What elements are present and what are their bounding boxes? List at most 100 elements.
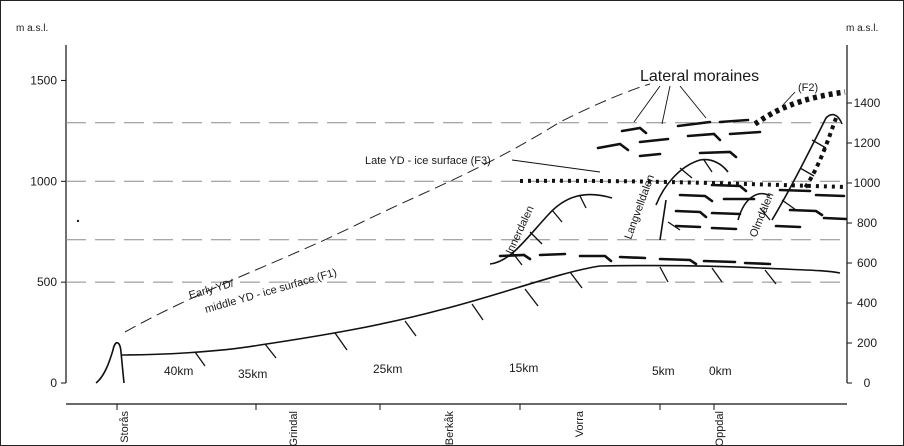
moraine-segment: [710, 183, 748, 193]
right-axis-ticks: 0 200 400 600 800 1000 1200 1400: [847, 96, 881, 390]
moraine-segment: [710, 211, 742, 216]
ground-hatch: [264, 343, 277, 359]
f2-ice-surface-line: [753, 89, 846, 127]
ground-hatch: [471, 303, 484, 321]
place-label-storas: Storås: [119, 411, 131, 443]
right-tick-label: 1200: [854, 136, 881, 150]
moraine-segment: [686, 132, 722, 142]
lateral-moraines-leader: [679, 85, 707, 119]
right-tick-label: 0: [864, 376, 871, 390]
valley-hatch: [667, 221, 681, 231]
lateral-moraine-segments: [498, 118, 848, 266]
right-tick-label: 1000: [854, 176, 881, 190]
right-tick-label: 800: [857, 216, 877, 230]
storas-hill: [95, 341, 125, 384]
valley-hatch: [799, 167, 815, 177]
place-label-berkak: Berkåk: [444, 411, 456, 446]
distance-label-0km: 0km: [709, 364, 732, 378]
place-label-grindal: Grindal: [288, 411, 300, 446]
moraine-segment: [638, 152, 662, 158]
moraine-segment: [698, 150, 738, 159]
moraine-segment: [814, 193, 846, 198]
moraine-segment: [822, 216, 848, 221]
ground-hatch: [659, 266, 669, 283]
ground-hatches: [194, 266, 777, 367]
place-label-oppdal: Oppdal: [714, 411, 726, 446]
valley-hatch: [579, 195, 587, 209]
late-yd-label: Late YD - ice surface (F3): [365, 155, 491, 167]
left-axis-ticks: 0 500 1000 1500: [30, 73, 66, 390]
moraine-segment: [718, 118, 750, 124]
right-tick-label: 1400: [854, 96, 881, 110]
ground-hatch: [404, 320, 417, 337]
moraine-segment: [578, 254, 613, 263]
f2-leader: [781, 91, 796, 107]
distance-label-35km: 35km: [238, 367, 267, 381]
early-yd-ice-surface-line: [124, 83, 651, 333]
moraine-segment: [498, 253, 532, 261]
lateral-moraines-leader: [633, 85, 661, 123]
langvelldalen-valley-wall: [659, 199, 667, 241]
moraine-segment: [674, 209, 708, 219]
left-tick-label: 500: [37, 275, 57, 289]
innerdalen-label: Innerdalen: [504, 204, 537, 256]
valley-hatch: [551, 209, 563, 223]
moraine-segment: [538, 252, 567, 257]
moraine-segment: [620, 126, 648, 135]
right-tick-label: 400: [857, 296, 877, 310]
moraine-segment: [728, 130, 762, 136]
moraine-segment: [676, 120, 712, 128]
valley-hatch: [759, 207, 771, 221]
lateral-moraines-label: Lateral moraines: [640, 68, 759, 85]
ground-hatch: [569, 271, 583, 289]
moraine-segment: [658, 257, 698, 266]
langvelldalen-label: Langvelldalen: [623, 173, 657, 241]
distance-label-40km: 40km: [164, 364, 193, 378]
left-tick-label: 1500: [30, 73, 57, 87]
moraine-segment: [788, 208, 824, 217]
distance-label-5km: 5km: [652, 364, 675, 378]
moraine-segment: [678, 193, 714, 203]
moraine-segment: [618, 255, 647, 260]
ground-profile: [120, 264, 841, 356]
f2-label: (F2): [798, 82, 818, 94]
moraine-segment: [778, 188, 812, 193]
left-tick-label: 0: [50, 376, 57, 390]
innerdalen-hatches: [511, 195, 587, 266]
lateral-moraines-leader: [661, 85, 671, 125]
distance-label-15km: 15km: [509, 361, 538, 375]
innerdalen-valley-profile: [489, 193, 613, 265]
valley-hatch: [703, 159, 713, 173]
moraine-segment: [674, 224, 702, 229]
stray-dot: [76, 219, 80, 223]
valley-hatch: [811, 139, 827, 149]
place-label-vorra: Vorra: [574, 410, 586, 437]
olmdalen-valley-right: [771, 113, 843, 221]
ground-hatch: [524, 288, 539, 307]
moraine-segment: [710, 226, 738, 231]
ground-hatch: [194, 351, 206, 367]
moraine-segment: [774, 224, 802, 229]
olmdalen-hatches: [759, 139, 827, 221]
valley-hatch: [529, 231, 543, 245]
valley-hatch: [781, 199, 797, 211]
langvelldalen-valley-profile: [655, 158, 729, 206]
moraine-segment: [638, 137, 670, 144]
right-tick-label: 600: [857, 256, 877, 270]
moraine-segment: [743, 261, 772, 266]
right-tick-label: 200: [857, 336, 877, 350]
left-tick-label: 1000: [30, 174, 57, 188]
moraine-segment: [702, 259, 737, 264]
langvelldalen-hatches: [667, 159, 713, 231]
moraine-segment: [596, 142, 630, 152]
right-axis-unit: m a.s.l.: [846, 23, 878, 34]
valley-hatch: [679, 167, 693, 179]
reference-lines: [66, 122, 847, 283]
left-axis-unit: m a.s.l.: [16, 23, 48, 34]
ground-hatch: [764, 269, 777, 285]
ground-hatch: [711, 267, 723, 283]
late-yd-leader: [511, 159, 601, 173]
late-yd-ice-surface-line: [519, 178, 846, 189]
